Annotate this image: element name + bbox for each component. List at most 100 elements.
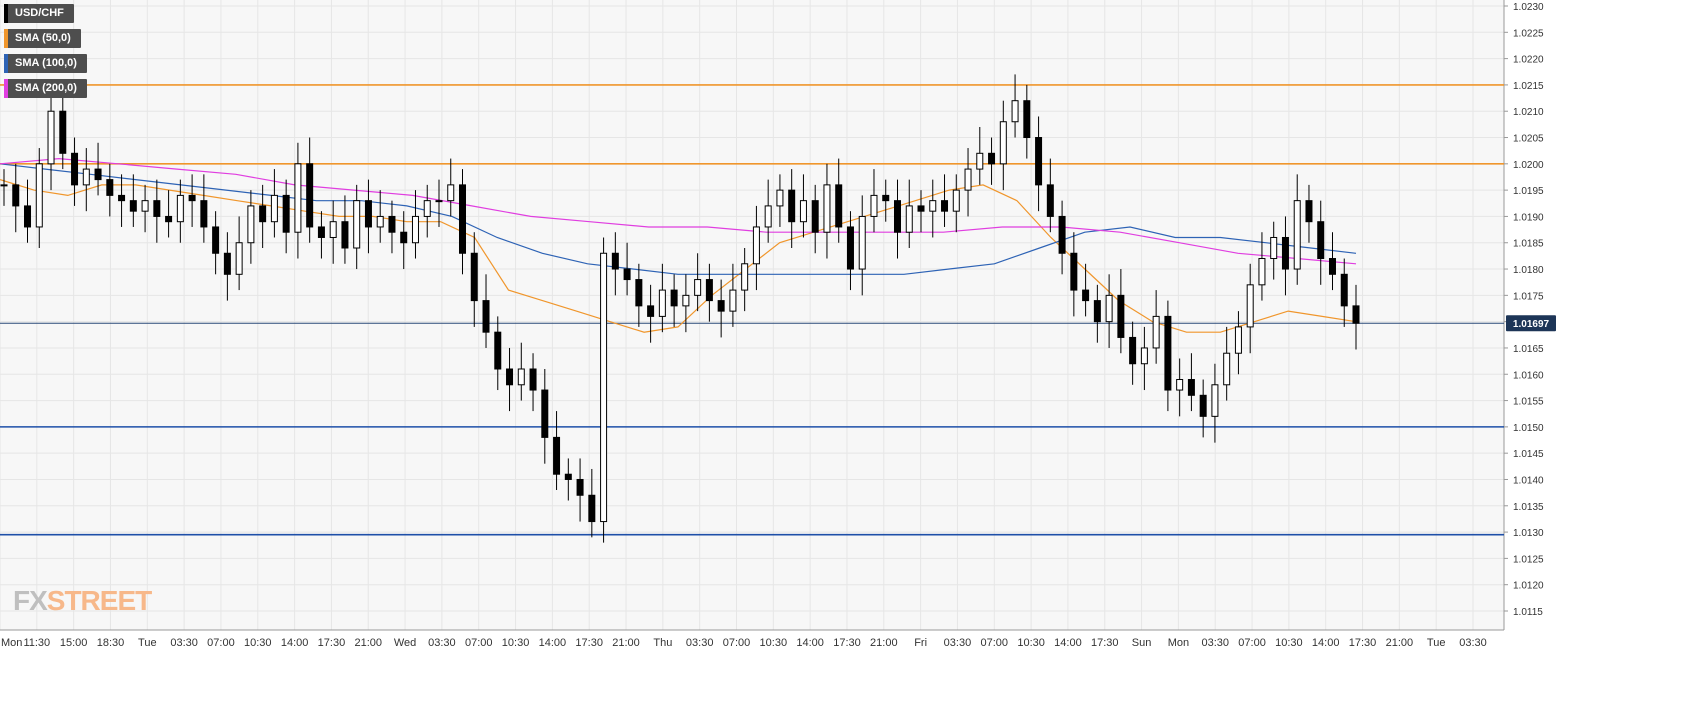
candle-body — [1211, 384, 1219, 417]
y-tick-label: 1.0215 — [1513, 81, 1544, 92]
candle-body — [1223, 352, 1231, 386]
candle-body — [364, 200, 372, 228]
x-tick-label: 14:00 — [1312, 637, 1340, 649]
candle-body — [1152, 315, 1160, 349]
x-tick-label: 07:00 — [207, 637, 235, 649]
candle-body — [435, 200, 443, 203]
candle-body — [1305, 200, 1313, 223]
legend-sma-50-label: SMA (50,0) — [15, 32, 71, 44]
candle-body — [999, 121, 1007, 165]
y-tick-label: 1.0225 — [1513, 28, 1544, 39]
candle-body — [529, 368, 537, 391]
candle-body — [1093, 300, 1101, 323]
candle-body — [94, 168, 102, 181]
x-tick-label: Mon — [1168, 637, 1189, 649]
candle-body — [1199, 394, 1207, 417]
x-tick-label: Wed — [394, 637, 416, 649]
y-tick-label: 1.0155 — [1513, 397, 1544, 408]
x-tick-label: 17:30 — [318, 637, 346, 649]
candle-body — [329, 221, 337, 238]
last-price-label: 1.01697 — [1513, 319, 1550, 330]
candle-body — [1281, 236, 1289, 270]
candle-body — [129, 200, 137, 212]
y-tick-label: 1.0125 — [1513, 554, 1544, 565]
candle-body — [658, 289, 666, 317]
candle-body — [811, 200, 819, 233]
candle-body — [588, 494, 596, 523]
y-tick-label: 1.0140 — [1513, 475, 1544, 486]
x-tick-label: 17:30 — [833, 637, 861, 649]
candle-body — [270, 194, 278, 223]
x-tick-label: Tue — [1427, 637, 1446, 649]
candle-body — [376, 215, 384, 228]
sma-line-1000 — [0, 163, 1357, 275]
candle-body — [1011, 100, 1019, 123]
x-tick-label: 03:30 — [1459, 637, 1487, 649]
legend-sma-100[interactable]: SMA (100,0) — [4, 54, 87, 73]
x-tick-label: 10:30 — [502, 637, 530, 649]
candle-body — [247, 205, 255, 244]
candle-body — [788, 189, 796, 223]
y-tick-label: 1.0210 — [1513, 107, 1544, 118]
candle-body — [118, 194, 126, 202]
x-tick-label: 18:30 — [97, 637, 125, 649]
candle-body — [882, 194, 890, 202]
candle-body — [506, 368, 514, 386]
x-tick-label: 03:30 — [428, 637, 456, 649]
candle-body — [0, 184, 8, 187]
x-tick-label: 17:30 — [575, 637, 603, 649]
legend-symbol-label: USD/CHF — [15, 7, 64, 19]
x-tick-label: 14:00 — [796, 637, 824, 649]
x-tick-label: 10:30 — [760, 637, 788, 649]
legend-sma-100-label: SMA (100,0) — [15, 57, 77, 69]
candle-body — [482, 300, 490, 333]
candle-body — [235, 242, 243, 275]
y-tick-label: 1.0185 — [1513, 239, 1544, 250]
candle-body — [611, 252, 619, 270]
candle-body — [870, 194, 878, 217]
candle-body — [941, 200, 949, 212]
legend-symbol-swatch — [4, 4, 8, 23]
y-tick-label: 1.0230 — [1513, 2, 1544, 13]
x-tick-label: 07:00 — [465, 637, 493, 649]
x-tick-label: 17:30 — [1349, 637, 1377, 649]
candle-body — [1340, 273, 1348, 307]
sma-line-2000 — [0, 157, 1357, 265]
x-tick-label: 21:00 — [1386, 637, 1414, 649]
candle-body — [1234, 326, 1242, 354]
x-tick-label: 03:30 — [170, 637, 198, 649]
legend-symbol[interactable]: USD/CHF — [4, 4, 74, 23]
candle-body — [1270, 236, 1278, 260]
x-tick-label: 10:30 — [1017, 637, 1045, 649]
candle-body — [576, 478, 584, 496]
candle-body — [905, 205, 913, 233]
candle-body — [341, 221, 349, 249]
candle-body — [1164, 315, 1172, 391]
y-tick-label: 1.0175 — [1513, 291, 1544, 302]
x-tick-label: 21:00 — [354, 637, 382, 649]
candle-body — [188, 194, 196, 202]
fxstreet-logo: FXSTREET — [13, 585, 152, 617]
candle-body — [223, 252, 231, 275]
x-tick-label: 15:00 — [60, 637, 88, 649]
y-tick-label: 1.0205 — [1513, 134, 1544, 145]
legend-sma-50[interactable]: SMA (50,0) — [4, 29, 81, 48]
y-tick-label: 1.0180 — [1513, 265, 1544, 276]
candle-body — [400, 231, 408, 244]
candle-body — [153, 200, 161, 217]
x-tick-label: Tue — [138, 637, 157, 649]
x-tick-label: 03:30 — [686, 637, 714, 649]
candle-body — [694, 279, 702, 296]
y-tick-label: 1.0145 — [1513, 449, 1544, 460]
legend-sma-200[interactable]: SMA (200,0) — [4, 79, 87, 98]
candle-body — [1082, 289, 1090, 302]
candle-body — [741, 263, 749, 291]
candle-body — [459, 184, 467, 254]
y-tick-label: 1.0165 — [1513, 344, 1544, 355]
x-tick-label: 11:30 — [23, 637, 50, 649]
y-tick-label: 1.0190 — [1513, 212, 1544, 223]
candle-body — [1046, 184, 1054, 217]
candle-body — [470, 252, 478, 302]
candle-body — [670, 289, 678, 307]
